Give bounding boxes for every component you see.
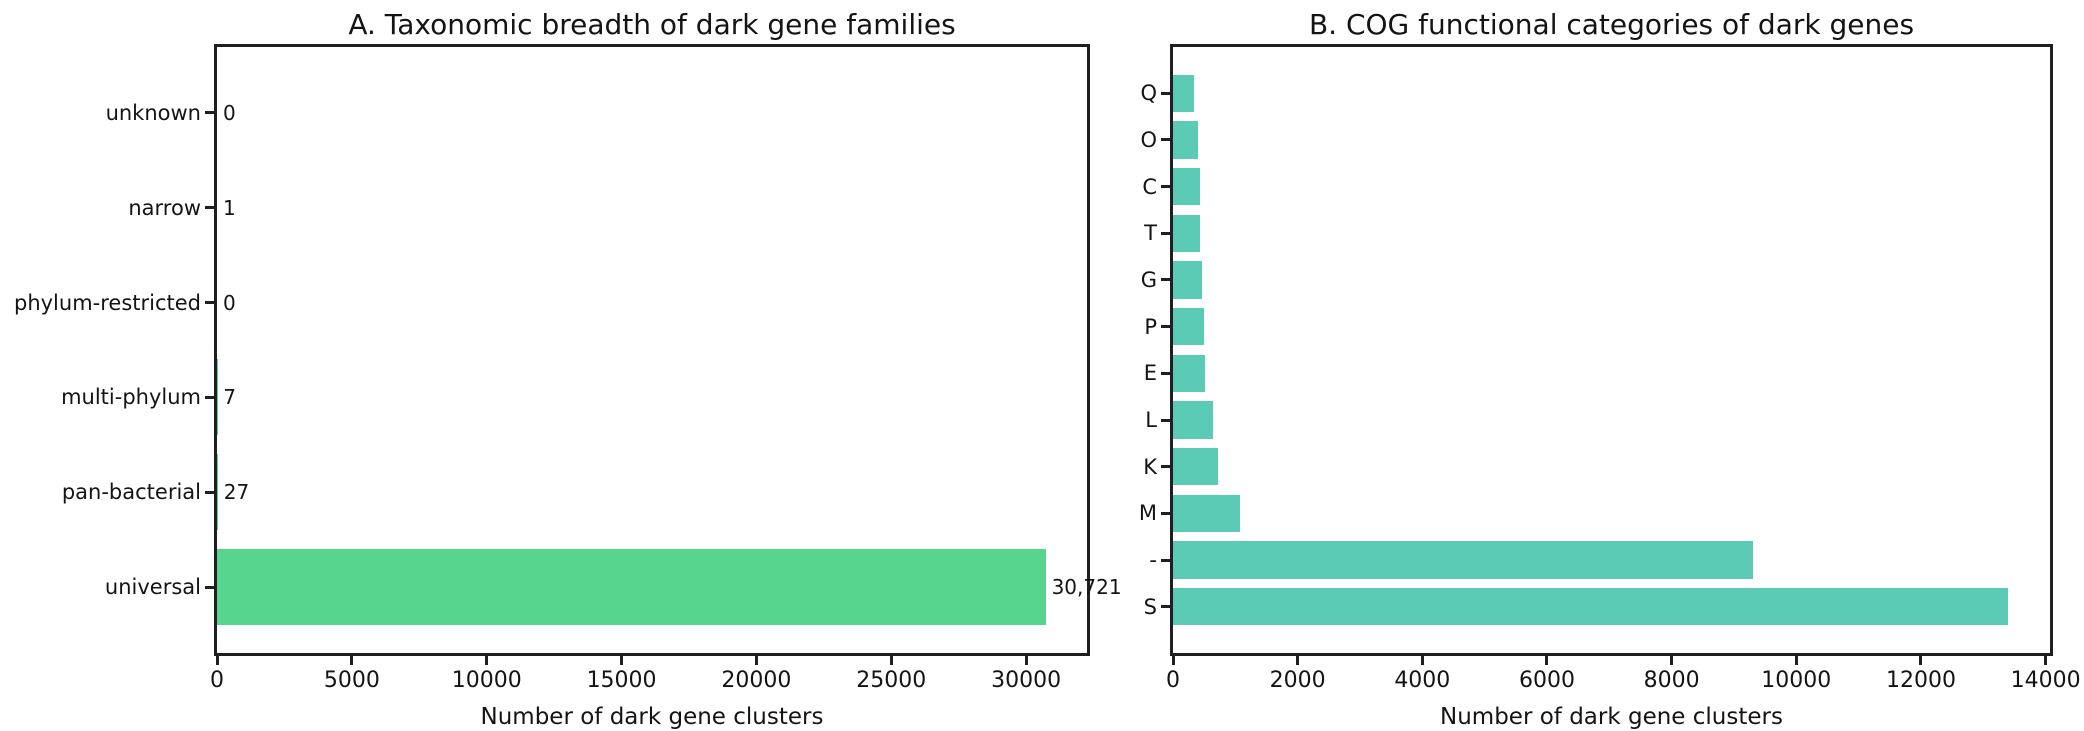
- y-tick-universal: [205, 585, 214, 589]
- bar-E: [1173, 354, 1206, 392]
- bar--: [1173, 541, 1753, 579]
- y-tick-pan-bacterial: [205, 490, 214, 494]
- y-tick-label-Q: Q: [1140, 81, 1157, 106]
- y-tick-G: [1161, 278, 1170, 282]
- bar-T: [1173, 214, 1201, 252]
- x-tick-label-8000: 8000: [1643, 668, 1700, 693]
- x-tick-6000: [1545, 656, 1549, 665]
- x-tick-label-10000: 10000: [1761, 668, 1832, 693]
- y-tick-label--: -: [1149, 548, 1157, 573]
- y-tick-unknown: [205, 111, 214, 115]
- x-tick-label-2000: 2000: [1269, 668, 1326, 693]
- x-tick-label-30000: 30000: [991, 668, 1062, 693]
- x-tick-2000: [1296, 656, 1300, 665]
- bar-pan-bacterial: [217, 454, 218, 531]
- y-tick-C: [1161, 185, 1170, 189]
- panel-b-title: B. COG functional categories of dark gen…: [1308, 8, 1915, 41]
- y-tick-phylum-restricted: [205, 301, 214, 304]
- x-tick-label-20000: 20000: [721, 668, 792, 693]
- x-tick-15000: [620, 656, 624, 665]
- x-tick-10000: [1794, 656, 1798, 665]
- bar-S: [1173, 588, 2009, 626]
- bar-value-label-pan-bacterial: 27: [223, 480, 250, 505]
- x-tick-label-25000: 25000: [856, 668, 927, 693]
- y-tick-label-P: P: [1144, 314, 1157, 339]
- bar-value-label-phylum-restricted: 0: [223, 290, 236, 315]
- x-tick-label-4000: 4000: [1394, 668, 1451, 693]
- x-tick-label-12000: 12000: [1885, 668, 1956, 693]
- bar-G: [1173, 261, 1203, 299]
- y-tick-label-T: T: [1144, 221, 1157, 246]
- y-tick-L: [1161, 418, 1170, 422]
- bar-value-label-multi-phylum: 7: [223, 385, 236, 410]
- bar-Q: [1173, 74, 1195, 112]
- x-tick-label-0: 0: [1166, 668, 1180, 693]
- bar-K: [1173, 448, 1219, 486]
- y-tick-M: [1161, 511, 1170, 515]
- bar-universal: [217, 549, 1046, 626]
- x-tick-label-10000: 10000: [451, 668, 522, 693]
- y-tick-label-O: O: [1140, 127, 1157, 152]
- y-tick-narrow: [205, 206, 214, 210]
- y-tick-label-pan-bacterial: pan-bacterial: [61, 480, 201, 505]
- y-tick-label-phylum-restricted: phylum-restricted: [13, 290, 201, 315]
- x-tick-14000: [2044, 656, 2048, 665]
- y-tick-O: [1161, 138, 1170, 142]
- y-tick-label-K: K: [1143, 454, 1157, 479]
- panel-b-xaxis-label: Number of dark gene clusters: [1440, 704, 1783, 730]
- x-tick-4000: [1420, 656, 1424, 665]
- panel-a-title: A. Taxonomic breadth of dark gene famili…: [348, 8, 956, 41]
- y-tick-label-narrow: narrow: [128, 195, 201, 220]
- y-tick--: [1161, 558, 1170, 562]
- x-tick-25000: [889, 656, 893, 665]
- y-tick-label-E: E: [1143, 361, 1157, 386]
- y-tick-S: [1161, 605, 1170, 609]
- y-tick-label-unknown: unknown: [105, 100, 201, 125]
- panel-a-xaxis-label: Number of dark gene clusters: [480, 704, 824, 730]
- bar-value-label-unknown: 0: [223, 100, 236, 125]
- y-tick-P: [1161, 325, 1170, 329]
- x-tick-label-15000: 15000: [586, 668, 657, 693]
- x-tick-label-5000: 5000: [323, 668, 380, 693]
- y-tick-label-S: S: [1143, 594, 1157, 619]
- bar-value-label-universal: 30,721: [1051, 575, 1122, 600]
- y-tick-T: [1161, 231, 1170, 235]
- y-tick-label-C: C: [1142, 174, 1157, 199]
- x-tick-5000: [350, 656, 354, 665]
- y-tick-label-multi-phylum: multi-phylum: [61, 385, 201, 410]
- x-tick-20000: [754, 656, 758, 665]
- y-tick-Q: [1161, 91, 1170, 95]
- bar-value-label-narrow: 1: [223, 195, 236, 220]
- x-tick-0: [215, 656, 219, 665]
- bar-C: [1173, 167, 1200, 206]
- x-tick-label-0: 0: [210, 668, 224, 693]
- y-tick-label-G: G: [1140, 267, 1157, 292]
- x-tick-10000: [485, 656, 489, 665]
- y-tick-label-universal: universal: [104, 575, 201, 600]
- bar-M: [1173, 494, 1240, 533]
- y-tick-label-M: M: [1138, 501, 1157, 526]
- x-tick-30000: [1024, 656, 1028, 665]
- y-tick-E: [1161, 371, 1170, 375]
- bar-P: [1173, 307, 1205, 346]
- x-tick-12000: [1919, 656, 1923, 665]
- y-tick-label-L: L: [1145, 408, 1157, 433]
- y-tick-multi-phylum: [205, 395, 214, 399]
- x-tick-label-14000: 14000: [2010, 668, 2081, 693]
- panel-b-plot-area: [1170, 44, 2053, 656]
- y-tick-K: [1161, 465, 1170, 469]
- bar-O: [1173, 121, 1199, 159]
- x-tick-0: [1171, 656, 1175, 665]
- panel-a-plot-area: [214, 44, 1090, 656]
- x-tick-label-6000: 6000: [1518, 668, 1575, 693]
- bar-L: [1173, 401, 1214, 439]
- x-tick-8000: [1670, 656, 1674, 665]
